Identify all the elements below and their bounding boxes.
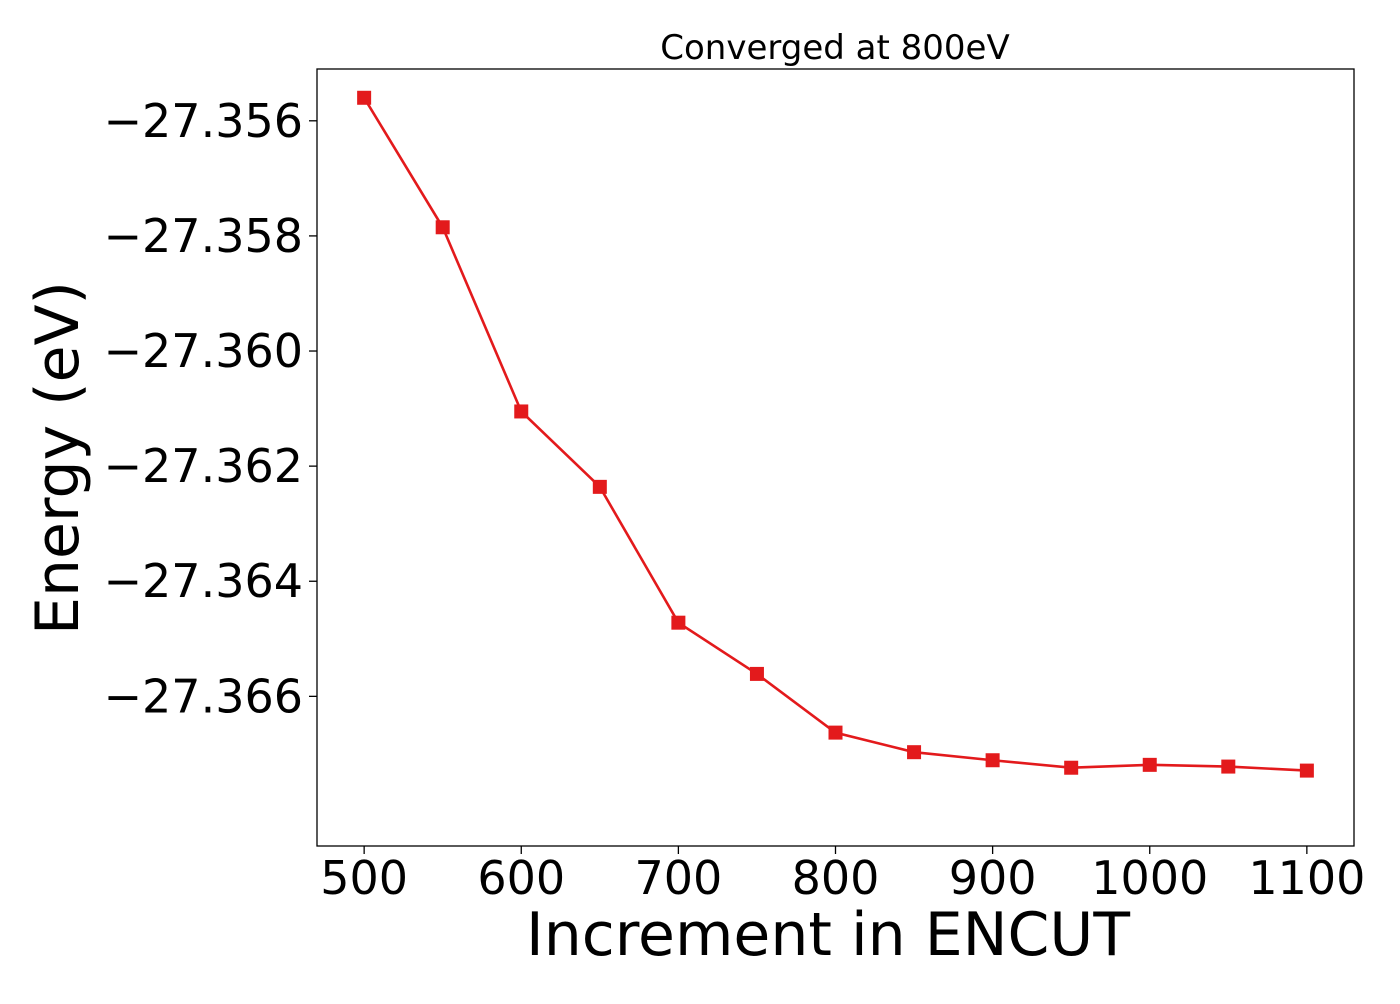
data-point-marker [357,90,372,105]
data-point-marker [435,220,450,235]
series-layer [357,90,1314,778]
chart-title: Converged at 800eV [660,28,1009,68]
y-tick-label: −27.362 [104,439,304,493]
y-tick-label: −27.356 [104,94,304,148]
data-point-marker [514,404,529,419]
data-point-marker [1221,759,1236,774]
data-point-marker [985,753,1000,768]
x-axis-label: Increment in ENCUT [526,900,1130,970]
y-axis-ticks: −27.366 −27.364 −27.362 −27.360 −27.358 −27.3… [104,94,317,723]
x-tick-label: 700 [634,851,722,905]
x-tick-label: 1000 [1091,851,1208,905]
x-tick-label: 1100 [1248,851,1365,905]
data-point-marker [749,666,764,681]
x-tick-label: 800 [792,851,880,905]
x-axis-ticks: 500 600 700 800 900 1000 1100 [320,846,1365,905]
y-tick-label: −27.358 [104,209,304,263]
data-point-marker [1299,763,1314,778]
data-point-marker [828,725,843,740]
y-tick-label: −27.366 [104,669,304,723]
x-tick-label: 600 [477,851,565,905]
y-tick-label: −27.364 [104,554,304,608]
data-point-marker [592,479,607,494]
x-tick-label: 900 [949,851,1037,905]
y-tick-label: −27.360 [104,324,304,378]
data-point-marker [1142,757,1157,772]
series-line [363,97,1307,772]
x-tick-label: 500 [320,851,408,905]
data-point-marker [907,745,922,760]
data-point-marker [671,615,686,630]
y-axis-label: Energy (eV) [23,281,93,635]
data-point-marker [1064,760,1079,775]
